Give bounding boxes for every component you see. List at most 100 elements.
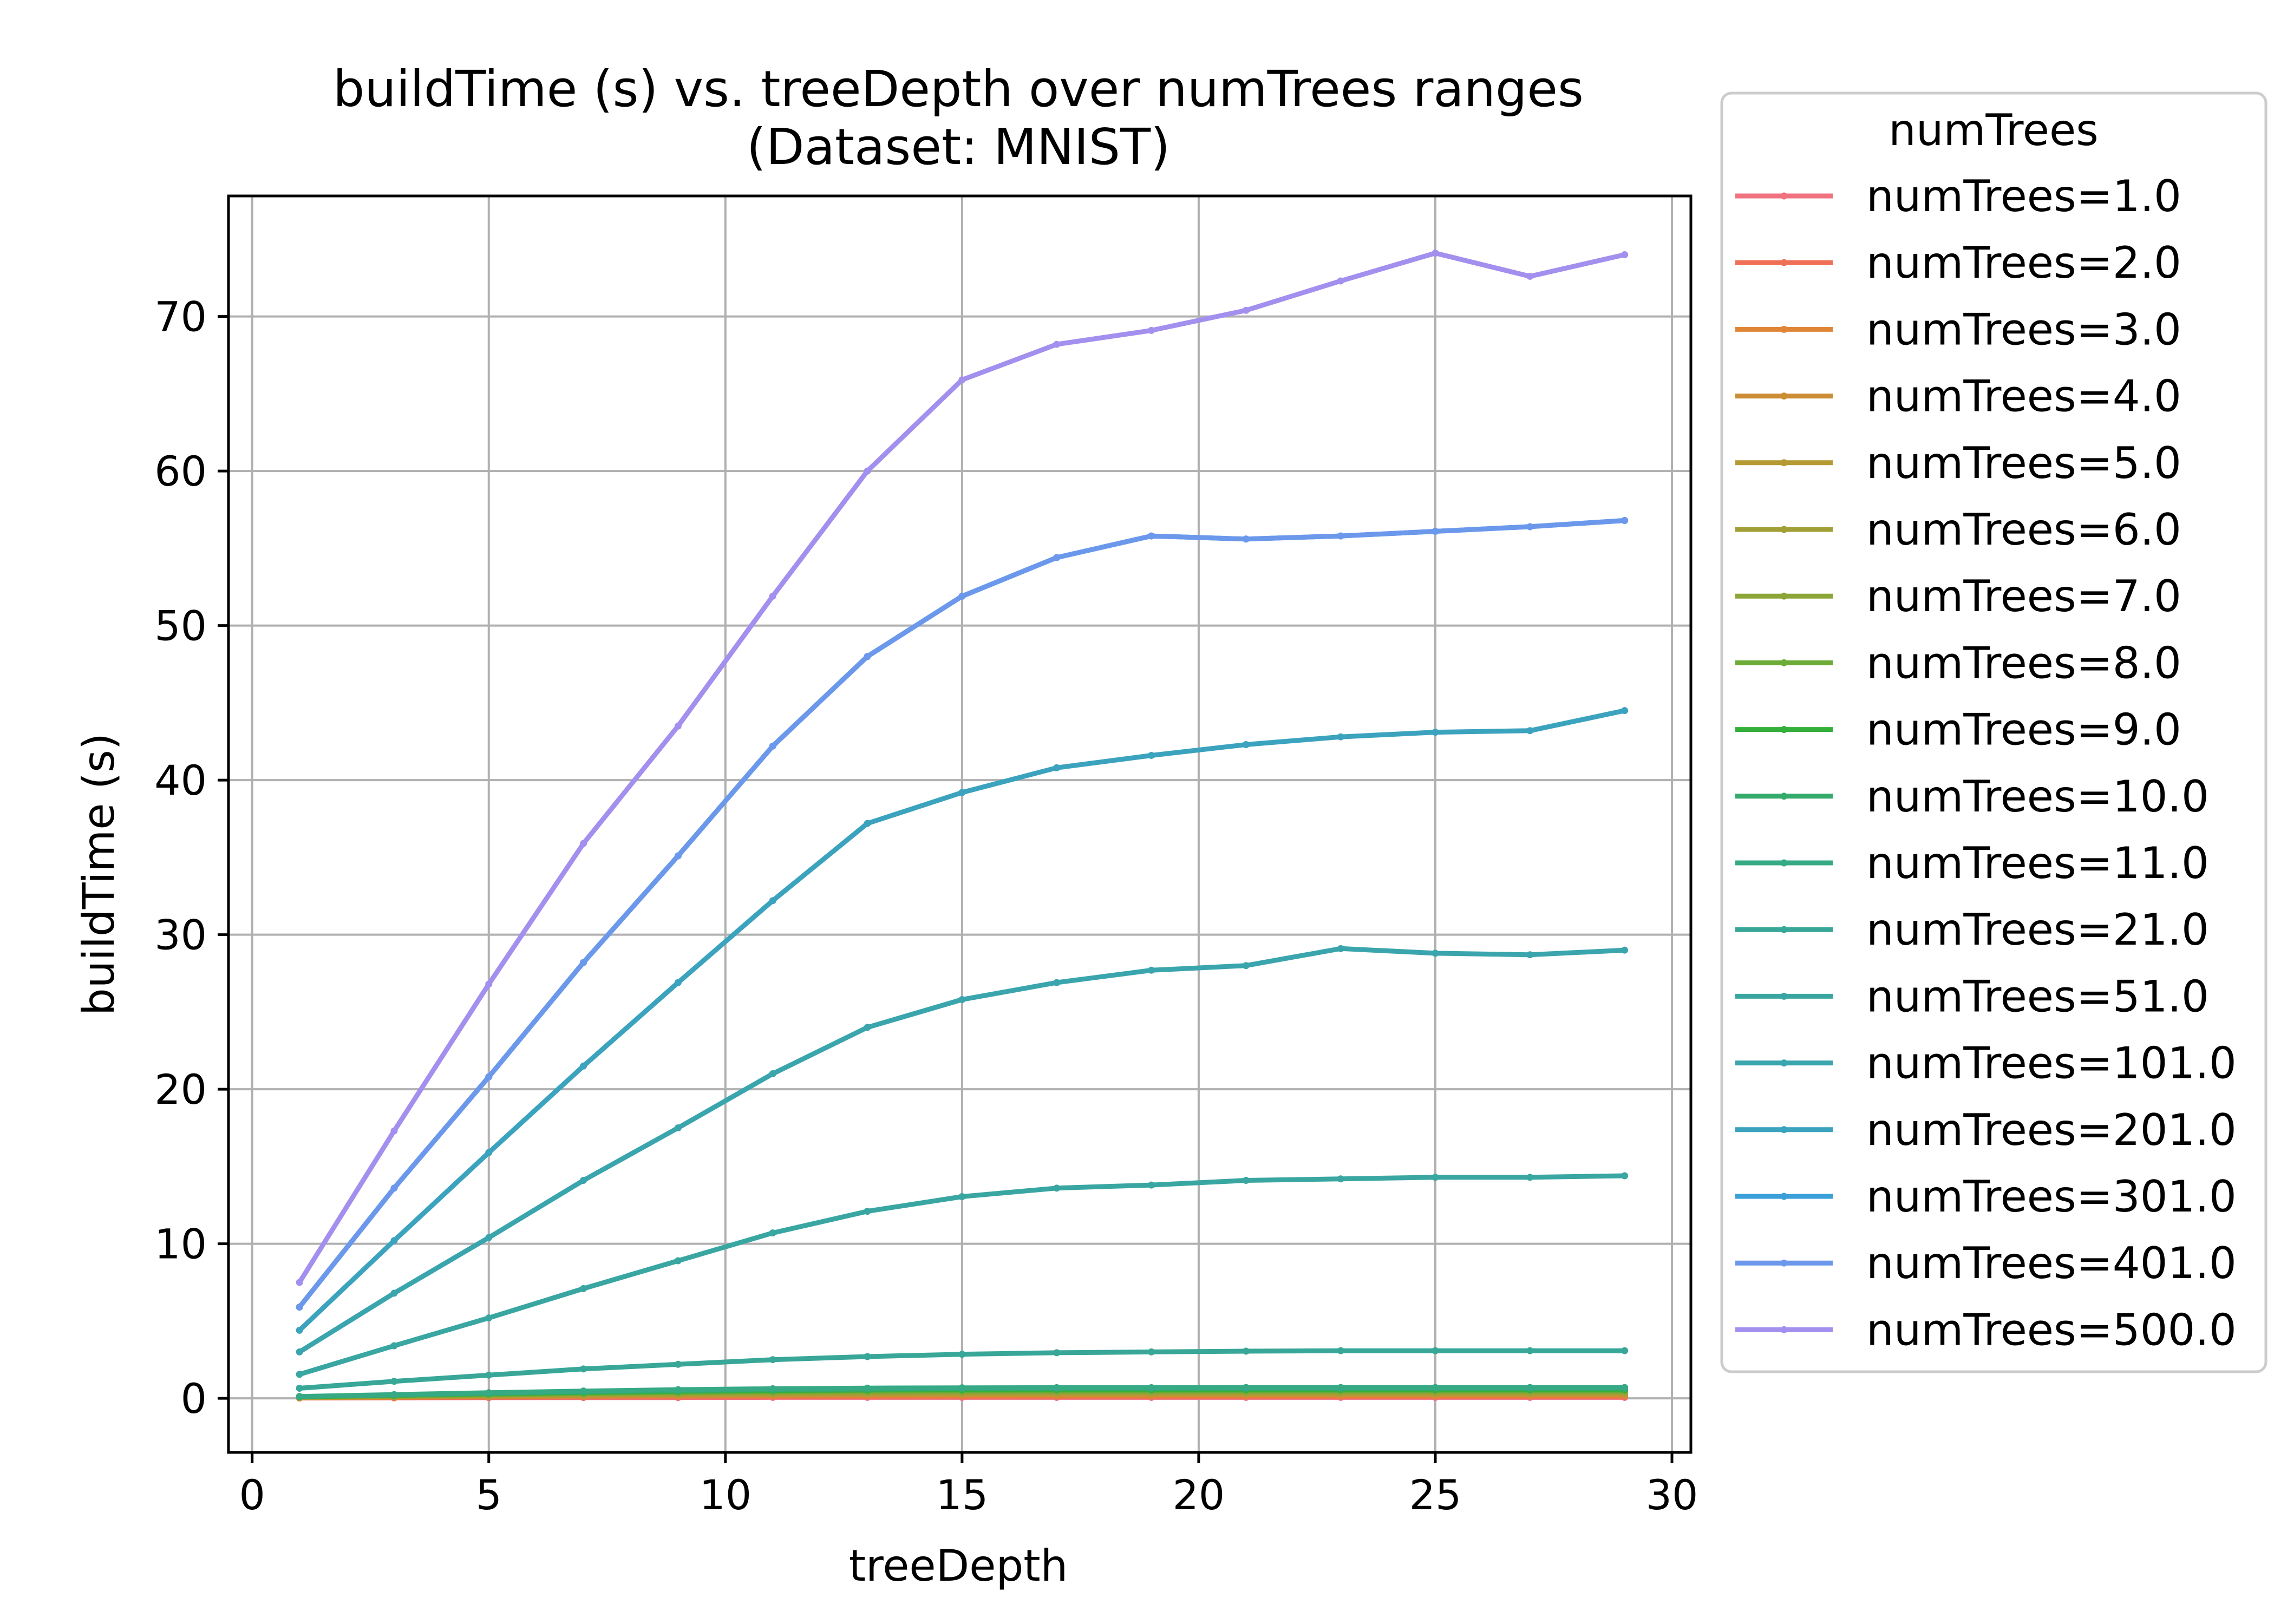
series-point: [1242, 306, 1250, 314]
series-point: [1621, 707, 1629, 715]
series-point: [1148, 326, 1155, 334]
series-point: [580, 1285, 587, 1292]
series-point: [864, 1353, 871, 1360]
x-tick-label: 0: [239, 1471, 265, 1519]
series-point: [958, 1351, 966, 1358]
series-point: [1337, 733, 1344, 741]
series-point: [1526, 1174, 1534, 1181]
legend-marker: [1780, 726, 1788, 734]
legend-marker: [1780, 459, 1788, 467]
series-point: [580, 840, 587, 847]
series-point: [769, 897, 776, 905]
series-point: [1337, 532, 1344, 540]
series-point: [580, 1365, 587, 1373]
chart-title: buildTime (s) vs. treeDepth over numTree…: [333, 60, 1584, 118]
series-point: [1621, 517, 1629, 525]
series-point: [958, 592, 966, 600]
series-point: [674, 1360, 682, 1368]
series-point: [580, 1177, 587, 1184]
series-point: [1526, 1347, 1534, 1354]
series-point: [958, 1384, 966, 1392]
y-tick-label: 70: [154, 293, 207, 341]
series-point: [485, 1073, 493, 1081]
series-point: [390, 1391, 398, 1398]
series-point: [864, 820, 871, 827]
legend-marker: [1780, 1259, 1788, 1267]
series-point: [296, 1279, 303, 1286]
series-point: [769, 1356, 776, 1364]
series-point: [485, 1314, 493, 1322]
legend-marker: [1780, 1193, 1788, 1200]
series-point: [296, 1326, 303, 1334]
series-point: [390, 1237, 398, 1245]
legend-label: numTrees=2.0: [1866, 238, 2181, 288]
series-point: [296, 1304, 303, 1311]
legend-label: numTrees=401.0: [1866, 1238, 2237, 1288]
series-point: [1242, 1177, 1250, 1184]
y-tick-label: 50: [154, 602, 207, 650]
x-tick-label: 15: [936, 1471, 989, 1519]
legend-frame: [1720, 91, 2268, 1373]
series-point: [390, 1289, 398, 1297]
legend-marker: [1780, 259, 1788, 266]
series-point: [580, 1062, 587, 1070]
legend-marker: [1780, 392, 1788, 400]
series-point: [674, 852, 682, 860]
legend-marker: [1780, 926, 1788, 933]
series-point: [674, 1257, 682, 1265]
series-point: [485, 1371, 493, 1379]
series-point: [769, 592, 776, 600]
series-point: [1432, 729, 1439, 736]
legend-label: numTrees=3.0: [1866, 304, 2181, 355]
series-point: [958, 376, 966, 384]
y-tick-label: 20: [154, 1065, 207, 1114]
legend-label: numTrees=500.0: [1866, 1305, 2237, 1355]
series-point: [485, 980, 493, 988]
series-point: [1053, 340, 1061, 348]
series-point: [1242, 962, 1250, 970]
legend-label: numTrees=51.0: [1866, 971, 2209, 1021]
series-point: [1432, 949, 1439, 957]
y-tick-label: 60: [154, 447, 207, 495]
series-point: [1242, 741, 1250, 748]
series-point: [1337, 277, 1344, 285]
series-point: [1053, 554, 1061, 561]
series-point: [674, 722, 682, 730]
series-point: [1621, 1384, 1629, 1391]
x-tick-label: 30: [1646, 1471, 1698, 1519]
series-point: [1432, 528, 1439, 535]
legend-marker: [1780, 659, 1788, 666]
series-point: [1432, 250, 1439, 257]
legend-title: numTrees: [1889, 105, 2099, 155]
series-point: [1526, 727, 1534, 735]
series-point: [485, 1149, 493, 1156]
series-point: [1148, 966, 1155, 974]
series-point: [1053, 979, 1061, 986]
series-point: [1432, 1384, 1439, 1391]
legend-marker: [1780, 1126, 1788, 1134]
series-point: [1148, 1181, 1155, 1189]
series-point: [390, 1127, 398, 1135]
plot-frame: [227, 194, 1693, 1454]
y-axis-label: buildTime (s): [74, 733, 124, 1016]
series-point: [1242, 1384, 1250, 1391]
series-point: [1337, 1175, 1344, 1183]
series-point: [769, 1229, 776, 1237]
series-point: [1526, 1384, 1534, 1391]
y-tick-label: 0: [181, 1374, 207, 1423]
legend-label: numTrees=11.0: [1866, 838, 2209, 888]
series-point: [1526, 272, 1534, 280]
x-tick-label: 5: [476, 1471, 502, 1519]
y-tick-label: 40: [154, 756, 207, 804]
chart-subtitle: (Dataset: MNIST): [747, 118, 1170, 176]
series-point: [390, 1342, 398, 1350]
series-point: [485, 1389, 493, 1397]
series-point: [864, 1024, 871, 1031]
legend-label: numTrees=6.0: [1866, 505, 2181, 555]
series-point: [769, 1070, 776, 1078]
series-point: [296, 1348, 303, 1355]
legend-marker: [1780, 192, 1788, 200]
legend-marker: [1780, 1326, 1788, 1333]
series-point: [1621, 251, 1629, 258]
